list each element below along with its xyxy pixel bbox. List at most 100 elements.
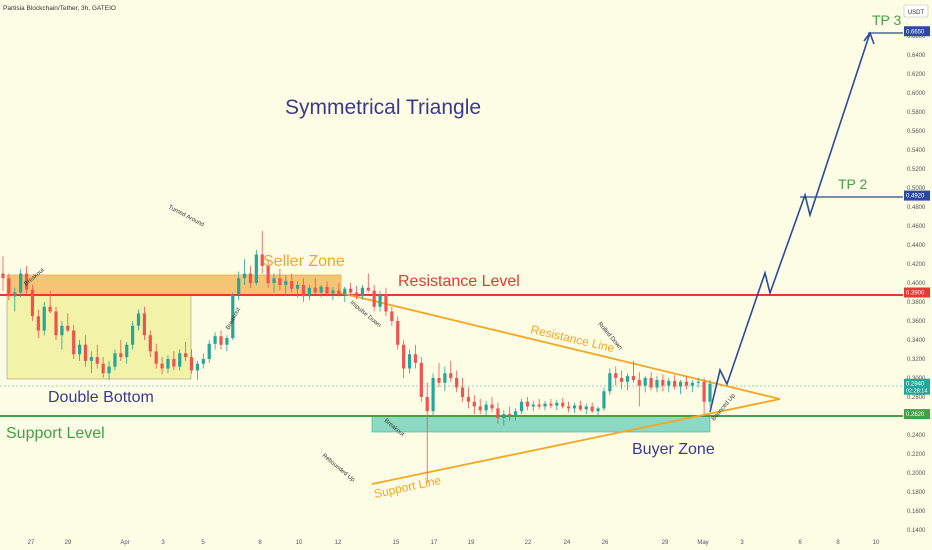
candle-body bbox=[413, 354, 418, 363]
currency-badge[interactable] bbox=[903, 4, 929, 18]
candle-body bbox=[502, 414, 506, 418]
time-tick-label: 27 bbox=[28, 540, 35, 546]
price-tag bbox=[904, 190, 930, 201]
resistance-trendline bbox=[340, 292, 781, 400]
candle-body bbox=[349, 288, 353, 293]
time-tick-label: May bbox=[697, 540, 708, 546]
time-tick-label: 26 bbox=[602, 540, 609, 546]
price-tag-label: 0.2620 bbox=[906, 412, 925, 418]
candle-body bbox=[484, 404, 488, 411]
time-tick-label: 8 bbox=[258, 540, 262, 546]
candle-body bbox=[343, 288, 347, 295]
candles bbox=[1, 230, 712, 483]
candle-body bbox=[107, 366, 111, 374]
candle-body bbox=[643, 378, 647, 386]
candle-body bbox=[578, 405, 582, 410]
candle-body bbox=[113, 353, 117, 367]
candle-body bbox=[154, 351, 158, 364]
candle-body bbox=[24, 273, 29, 290]
candle-body bbox=[466, 397, 471, 402]
candle-body bbox=[313, 287, 317, 293]
candle-body bbox=[460, 387, 465, 397]
candle-body bbox=[354, 292, 359, 297]
candle-body bbox=[125, 344, 129, 358]
buyer-zone-label: Buyer Zone bbox=[632, 441, 715, 458]
projection-path bbox=[709, 32, 871, 413]
candle-body bbox=[272, 278, 276, 283]
price-tick-label: 0.3400 bbox=[907, 338, 926, 344]
candle-body bbox=[614, 373, 618, 378]
candle-body bbox=[54, 311, 58, 336]
candle-body bbox=[555, 402, 559, 406]
candle-body bbox=[684, 381, 689, 386]
candle-body bbox=[101, 363, 105, 374]
price-tick-label: 0.2000 bbox=[907, 471, 926, 477]
candle-body bbox=[89, 357, 93, 361]
candle-body bbox=[690, 382, 694, 386]
candle-body bbox=[48, 306, 52, 312]
time-tick-label: 8 bbox=[836, 540, 840, 546]
price-tick-label: 0.6600 bbox=[907, 34, 926, 40]
candle-body bbox=[231, 294, 235, 339]
countdown-tag bbox=[904, 386, 930, 395]
candle-body bbox=[407, 354, 412, 369]
candle-body bbox=[13, 292, 17, 297]
projection-arrowhead bbox=[863, 31, 875, 45]
candle-body bbox=[531, 404, 535, 407]
candle-body bbox=[696, 381, 700, 383]
candle-body bbox=[596, 408, 600, 412]
candle-body bbox=[131, 325, 135, 345]
candle-body bbox=[295, 284, 300, 289]
price-tick-label: 0.4800 bbox=[907, 205, 926, 211]
candle-body bbox=[136, 313, 141, 326]
price-tick-label: 0.5600 bbox=[907, 129, 926, 135]
currency-badge-text: USDT bbox=[908, 10, 925, 16]
candle-body bbox=[625, 376, 630, 382]
candle-body bbox=[702, 381, 706, 402]
price-tick-label: 0.4400 bbox=[907, 243, 926, 249]
candle-body bbox=[213, 336, 217, 344]
candle-body bbox=[189, 357, 194, 371]
candle-body bbox=[178, 353, 182, 367]
support-level-label: Support Level bbox=[6, 425, 105, 442]
candle-body bbox=[7, 278, 11, 297]
candle-body bbox=[278, 278, 282, 285]
candle-body bbox=[425, 397, 429, 412]
candle-body bbox=[478, 406, 482, 411]
time-tick-label: 3 bbox=[740, 540, 744, 546]
price-tag-label: 0.4920 bbox=[906, 194, 925, 200]
candle-body bbox=[148, 335, 152, 352]
time-tick-label: 12 bbox=[335, 540, 342, 546]
candle-body bbox=[549, 403, 553, 406]
candle-body bbox=[637, 379, 641, 386]
candle-body bbox=[673, 380, 677, 387]
countdown-label: 02:28:14 bbox=[906, 389, 927, 395]
seller-zone-label: Seller Zone bbox=[263, 253, 345, 270]
candle-body bbox=[60, 325, 64, 336]
candle-body bbox=[219, 336, 223, 345]
candle-body bbox=[496, 408, 500, 418]
candle-body bbox=[472, 401, 476, 407]
time-axis: 27 29 Apr 3 5 8 10 12 15 17 19 22 24 26 29 May 3 6 8 10 bbox=[28, 540, 880, 546]
candle-body bbox=[402, 344, 406, 369]
candle-body bbox=[142, 313, 146, 336]
candle-body bbox=[30, 289, 35, 317]
candle-body bbox=[390, 311, 394, 321]
candle-body bbox=[119, 353, 123, 358]
price-tick-label: 0.5400 bbox=[907, 148, 926, 154]
tp3-label: TP 3 bbox=[872, 12, 902, 28]
time-tick-label: 3 bbox=[161, 540, 165, 546]
candle-body bbox=[443, 373, 447, 383]
price-tick-label: 0.5800 bbox=[907, 110, 926, 116]
time-tick-label: 29 bbox=[65, 540, 72, 546]
candle-body bbox=[419, 362, 423, 397]
candle-body bbox=[378, 294, 382, 307]
time-tick-label: 19 bbox=[468, 540, 475, 546]
price-tick-label: 0.1800 bbox=[907, 490, 926, 496]
price-tag-label: 0.2940 bbox=[906, 382, 925, 388]
price-tick-label: 0.1600 bbox=[907, 509, 926, 515]
candle-body bbox=[508, 414, 512, 416]
time-tick-label: 5 bbox=[201, 540, 205, 546]
price-tick-label: 0.3200 bbox=[907, 357, 926, 363]
